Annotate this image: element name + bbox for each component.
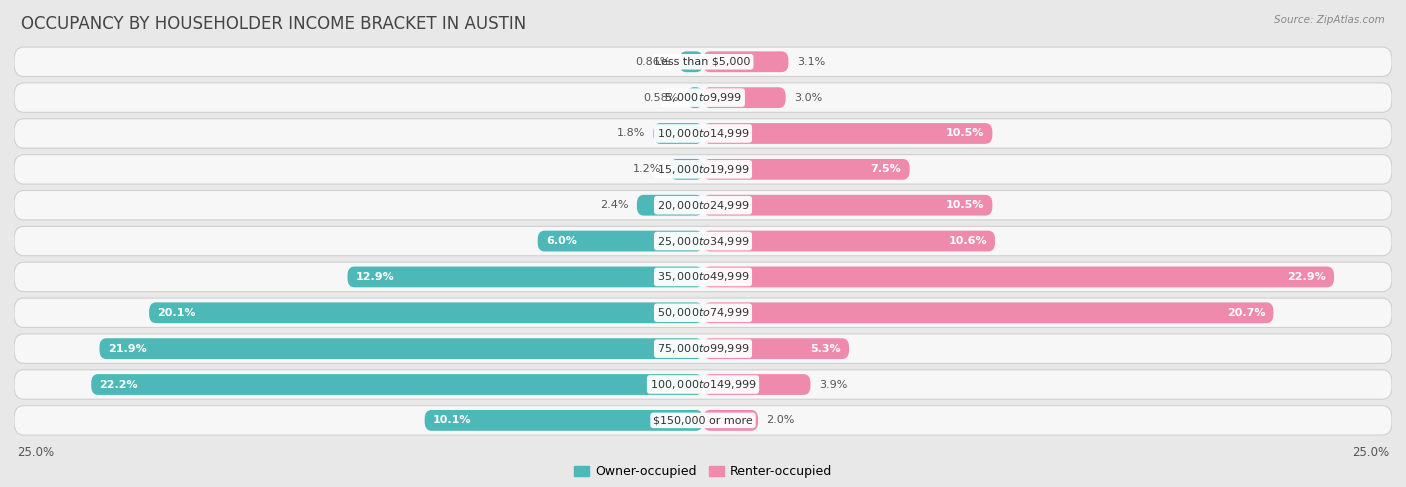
FancyBboxPatch shape	[703, 374, 810, 395]
FancyBboxPatch shape	[14, 406, 1392, 435]
Text: 20.7%: 20.7%	[1226, 308, 1265, 318]
FancyBboxPatch shape	[679, 51, 703, 72]
Text: 10.5%: 10.5%	[946, 200, 984, 210]
FancyBboxPatch shape	[688, 87, 703, 108]
Text: $10,000 to $14,999: $10,000 to $14,999	[657, 127, 749, 140]
FancyBboxPatch shape	[669, 159, 703, 180]
FancyBboxPatch shape	[703, 266, 1334, 287]
Text: 25.0%: 25.0%	[17, 446, 53, 459]
Text: 6.0%: 6.0%	[546, 236, 576, 246]
FancyBboxPatch shape	[703, 123, 993, 144]
Text: 22.9%: 22.9%	[1286, 272, 1326, 282]
FancyBboxPatch shape	[703, 231, 995, 251]
FancyBboxPatch shape	[100, 338, 703, 359]
Text: 10.5%: 10.5%	[946, 129, 984, 138]
Text: 25.0%: 25.0%	[1353, 446, 1389, 459]
Text: OCCUPANCY BY HOUSEHOLDER INCOME BRACKET IN AUSTIN: OCCUPANCY BY HOUSEHOLDER INCOME BRACKET …	[21, 15, 526, 33]
Text: 3.0%: 3.0%	[794, 93, 823, 103]
FancyBboxPatch shape	[14, 155, 1392, 184]
Text: 10.1%: 10.1%	[433, 415, 471, 425]
FancyBboxPatch shape	[703, 195, 993, 216]
Text: 20.1%: 20.1%	[157, 308, 195, 318]
FancyBboxPatch shape	[14, 370, 1392, 399]
Text: 3.9%: 3.9%	[818, 379, 848, 390]
FancyBboxPatch shape	[703, 51, 789, 72]
FancyBboxPatch shape	[703, 410, 758, 431]
FancyBboxPatch shape	[14, 226, 1392, 256]
FancyBboxPatch shape	[14, 190, 1392, 220]
FancyBboxPatch shape	[14, 262, 1392, 292]
FancyBboxPatch shape	[703, 159, 910, 180]
Text: 0.86%: 0.86%	[636, 57, 671, 67]
Text: 2.4%: 2.4%	[600, 200, 628, 210]
Text: $150,000 or more: $150,000 or more	[654, 415, 752, 425]
Text: $25,000 to $34,999: $25,000 to $34,999	[657, 235, 749, 247]
Text: $20,000 to $24,999: $20,000 to $24,999	[657, 199, 749, 212]
FancyBboxPatch shape	[14, 334, 1392, 363]
FancyBboxPatch shape	[637, 195, 703, 216]
FancyBboxPatch shape	[14, 119, 1392, 148]
FancyBboxPatch shape	[654, 123, 703, 144]
FancyBboxPatch shape	[703, 302, 1274, 323]
FancyBboxPatch shape	[14, 83, 1392, 112]
Text: 22.2%: 22.2%	[100, 379, 138, 390]
Text: 3.1%: 3.1%	[797, 57, 825, 67]
Text: $5,000 to $9,999: $5,000 to $9,999	[664, 91, 742, 104]
Text: $100,000 to $149,999: $100,000 to $149,999	[650, 378, 756, 391]
Text: 7.5%: 7.5%	[870, 164, 901, 174]
Text: Source: ZipAtlas.com: Source: ZipAtlas.com	[1274, 15, 1385, 25]
Text: 10.6%: 10.6%	[948, 236, 987, 246]
Text: 12.9%: 12.9%	[356, 272, 395, 282]
Text: 2.0%: 2.0%	[766, 415, 794, 425]
FancyBboxPatch shape	[149, 302, 703, 323]
Text: Less than $5,000: Less than $5,000	[655, 57, 751, 67]
Legend: Owner-occupied, Renter-occupied: Owner-occupied, Renter-occupied	[568, 460, 838, 483]
Text: 5.3%: 5.3%	[810, 344, 841, 354]
Text: $50,000 to $74,999: $50,000 to $74,999	[657, 306, 749, 319]
Text: 1.2%: 1.2%	[633, 164, 662, 174]
Text: 21.9%: 21.9%	[108, 344, 146, 354]
Text: $15,000 to $19,999: $15,000 to $19,999	[657, 163, 749, 176]
Text: 1.8%: 1.8%	[617, 129, 645, 138]
Text: 0.58%: 0.58%	[644, 93, 679, 103]
Text: $35,000 to $49,999: $35,000 to $49,999	[657, 270, 749, 283]
FancyBboxPatch shape	[347, 266, 703, 287]
FancyBboxPatch shape	[91, 374, 703, 395]
FancyBboxPatch shape	[14, 298, 1392, 327]
FancyBboxPatch shape	[703, 338, 849, 359]
FancyBboxPatch shape	[703, 87, 786, 108]
FancyBboxPatch shape	[425, 410, 703, 431]
FancyBboxPatch shape	[14, 47, 1392, 76]
Text: $75,000 to $99,999: $75,000 to $99,999	[657, 342, 749, 355]
FancyBboxPatch shape	[537, 231, 703, 251]
